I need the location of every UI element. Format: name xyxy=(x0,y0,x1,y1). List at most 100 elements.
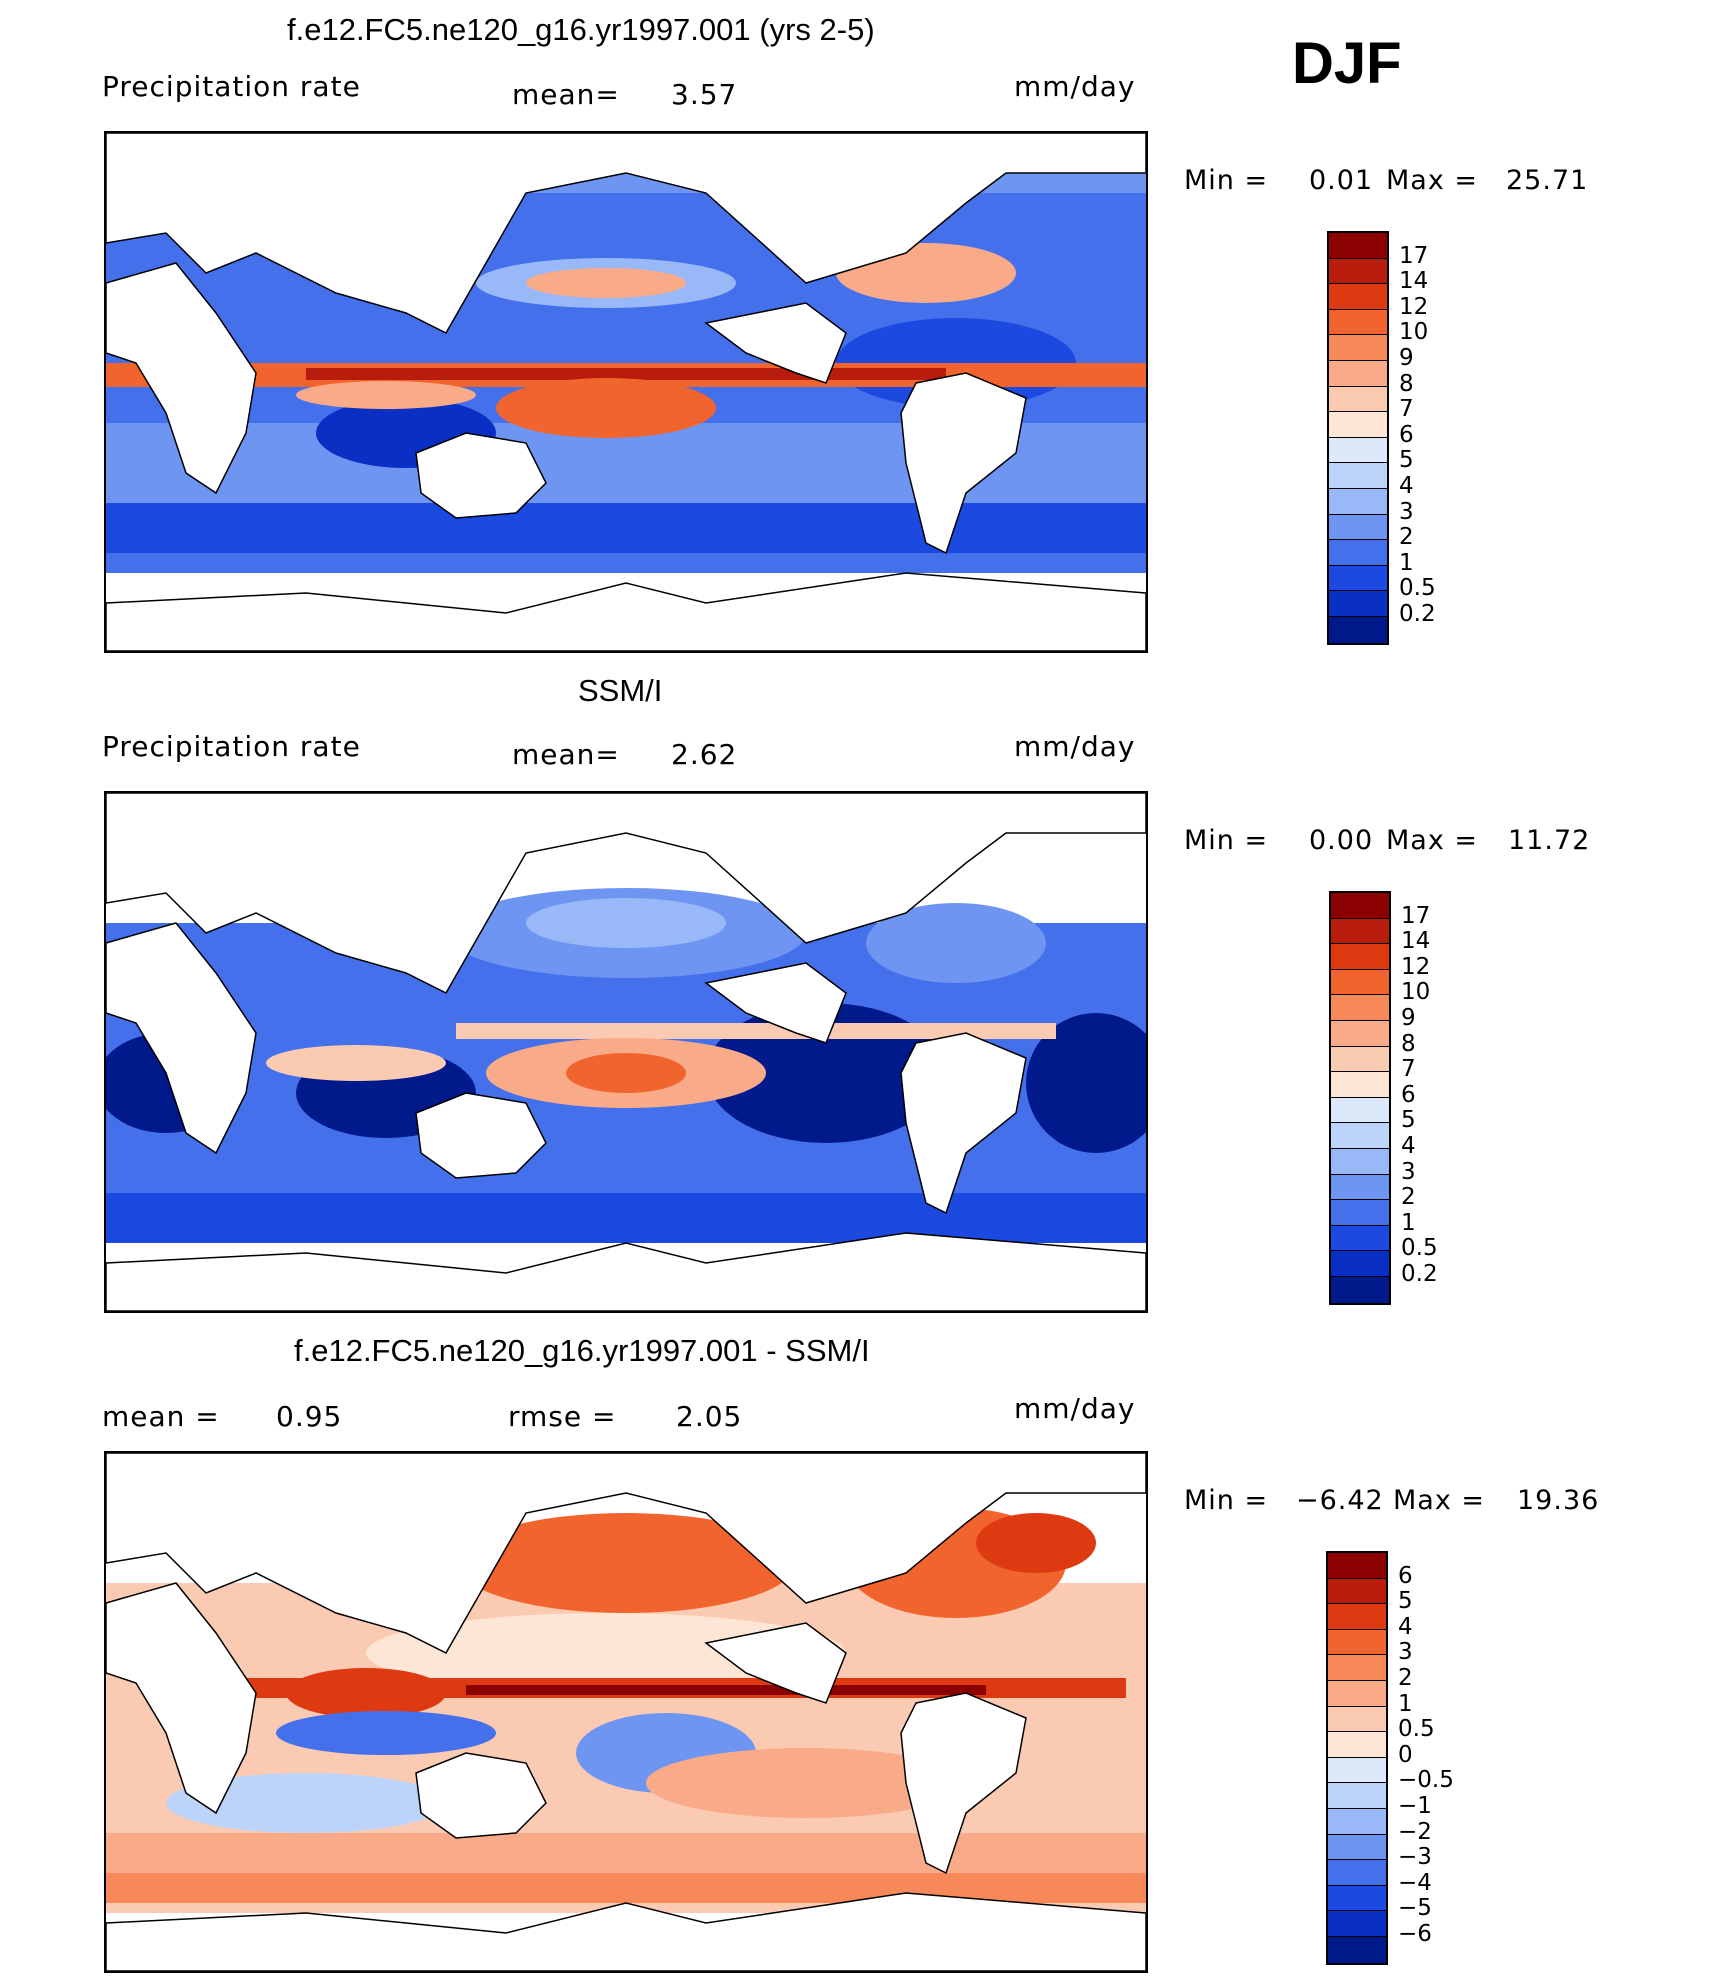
colorbar-swatch xyxy=(1328,1885,1386,1912)
colorbar-swatch xyxy=(1328,1911,1386,1937)
colorbar-tick-label: 7 xyxy=(1399,396,1414,423)
colorbar-tick-label: 8 xyxy=(1401,1030,1416,1057)
mean-value-model: 3.57 xyxy=(671,78,738,111)
colorbar-swatch xyxy=(1329,335,1387,361)
colorbar-swatch xyxy=(1329,412,1387,438)
colorbar-swatch xyxy=(1329,616,1387,643)
mean-value-obs: 2.62 xyxy=(671,738,738,771)
colorbar-tick-label: 1 xyxy=(1398,1690,1413,1717)
colorbar-tick-label: 5 xyxy=(1398,1588,1413,1615)
colorbar-tick-label: 3 xyxy=(1399,498,1414,525)
max-value-diff: 19.36 xyxy=(1517,1485,1600,1516)
colorbar-tick-label: 7 xyxy=(1401,1056,1416,1083)
colorbar-swatch xyxy=(1328,1783,1386,1809)
colorbar-tick-label: 0 xyxy=(1398,1741,1413,1768)
colorbar-swatch xyxy=(1331,1174,1389,1201)
colorbar-swatch xyxy=(1329,488,1387,515)
colorbar-tick-label: 3 xyxy=(1401,1158,1416,1185)
season-label: DJF xyxy=(1292,31,1402,96)
colorbar-swatch xyxy=(1328,1808,1386,1835)
colorbar-tick-label: 2 xyxy=(1401,1184,1416,1211)
mean-label-model: mean= xyxy=(512,78,620,111)
units-label-model: mm/day xyxy=(1014,70,1136,103)
mean-label-obs: mean= xyxy=(512,738,620,771)
colorbar-swatch xyxy=(1331,1046,1389,1073)
colorbar-model xyxy=(1327,231,1389,645)
min-value-diff: −6.42 xyxy=(1296,1485,1384,1516)
colorbar-swatch xyxy=(1329,386,1387,413)
colorbar-tick-label: 10 xyxy=(1401,979,1431,1006)
colorbar-swatch xyxy=(1329,514,1387,541)
colorbar-swatch xyxy=(1331,969,1389,996)
colorbar-swatch xyxy=(1331,893,1389,919)
colorbar-tick-label: 17 xyxy=(1399,242,1429,269)
colorbar-swatch xyxy=(1328,1834,1386,1861)
map-panel-diff xyxy=(104,1451,1148,1973)
precip-map-diff xyxy=(106,1453,1146,1971)
colorbar-tick-label: −0.5 xyxy=(1398,1767,1454,1794)
colorbar-swatch xyxy=(1328,1553,1386,1579)
max-value-obs: 11.72 xyxy=(1508,825,1591,856)
colorbar-swatch xyxy=(1328,1732,1386,1758)
colorbar-swatch xyxy=(1331,1148,1389,1175)
max-label-obs: Max = xyxy=(1386,825,1479,856)
precip-map-model xyxy=(106,133,1146,651)
colorbar-swatch xyxy=(1331,1251,1389,1277)
colorbar-tick-label: 4 xyxy=(1401,1133,1416,1159)
colorbar-swatch xyxy=(1331,944,1389,970)
min-label-diff: Min = xyxy=(1184,1485,1269,1516)
colorbar-tick-label: 12 xyxy=(1401,953,1431,980)
colorbar-swatch xyxy=(1329,258,1387,285)
colorbar-tick-label: 2 xyxy=(1399,524,1414,551)
mean-value-diff: 0.95 xyxy=(276,1400,343,1433)
colorbar-swatch xyxy=(1328,1706,1386,1733)
colorbar-swatch xyxy=(1329,284,1387,310)
colorbar-swatch xyxy=(1328,1680,1386,1707)
mean-label-diff: mean = xyxy=(102,1400,220,1433)
colorbar-swatch xyxy=(1328,1860,1386,1886)
colorbar-tick-label: 4 xyxy=(1398,1613,1413,1640)
colorbar-swatch xyxy=(1328,1604,1386,1630)
colorbar-swatch xyxy=(1329,233,1387,259)
colorbar-tick-label: 0.2 xyxy=(1401,1261,1438,1287)
colorbar-swatch xyxy=(1331,1225,1389,1252)
colorbar-tick-label: 10 xyxy=(1399,319,1429,346)
panel-title-model: f.e12.FC5.ne120_g16.yr1997.001 (yrs 2-5) xyxy=(287,12,875,47)
colorbar-swatch xyxy=(1331,1020,1389,1047)
rmse-value-diff: 2.05 xyxy=(676,1400,743,1433)
units-label-obs: mm/day xyxy=(1014,730,1136,763)
colorbar-tick-label: 12 xyxy=(1399,293,1429,320)
colorbar-tick-label: 5 xyxy=(1399,447,1414,474)
colorbar-swatch xyxy=(1329,309,1387,336)
colorbar-swatch xyxy=(1329,591,1387,617)
colorbar-tick-label: 6 xyxy=(1398,1562,1413,1589)
colorbar-swatch xyxy=(1331,1123,1389,1149)
min-label-model: Min = xyxy=(1184,165,1269,196)
colorbar-obs xyxy=(1329,891,1391,1305)
variable-label-obs: Precipitation rate xyxy=(102,730,361,763)
colorbar-tick-label: 5 xyxy=(1401,1107,1416,1134)
colorbar-tick-label: −5 xyxy=(1398,1895,1432,1922)
colorbar-tick-label: 6 xyxy=(1401,1081,1416,1108)
colorbar-tick-label: 0.5 xyxy=(1399,575,1436,602)
colorbar-swatch xyxy=(1331,1072,1389,1098)
colorbar-tick-label: 17 xyxy=(1401,902,1431,929)
colorbar-tick-label: 0.5 xyxy=(1398,1716,1435,1743)
map-panel-model xyxy=(104,131,1148,653)
colorbar-swatch xyxy=(1329,463,1387,489)
colorbar-tick-label: −4 xyxy=(1398,1869,1432,1896)
colorbar-tick-label: 9 xyxy=(1401,1005,1416,1031)
colorbar-tick-label: 8 xyxy=(1399,370,1414,397)
colorbar-swatch xyxy=(1329,437,1387,464)
colorbar-tick-label: 14 xyxy=(1401,928,1431,955)
colorbar-swatch xyxy=(1331,1276,1389,1303)
units-label-diff: mm/day xyxy=(1014,1392,1136,1425)
panel-title-diff: f.e12.FC5.ne120_g16.yr1997.001 - SSM/I xyxy=(294,1333,870,1368)
colorbar-swatch xyxy=(1329,360,1387,387)
colorbar-tick-label: 3 xyxy=(1398,1639,1413,1666)
min-value-obs: 0.00 xyxy=(1309,825,1374,856)
max-label-diff: Max = xyxy=(1393,1485,1486,1516)
colorbar-tick-label: 0.5 xyxy=(1401,1235,1438,1262)
variable-label-model: Precipitation rate xyxy=(102,70,361,103)
colorbar-swatch xyxy=(1331,1200,1389,1226)
